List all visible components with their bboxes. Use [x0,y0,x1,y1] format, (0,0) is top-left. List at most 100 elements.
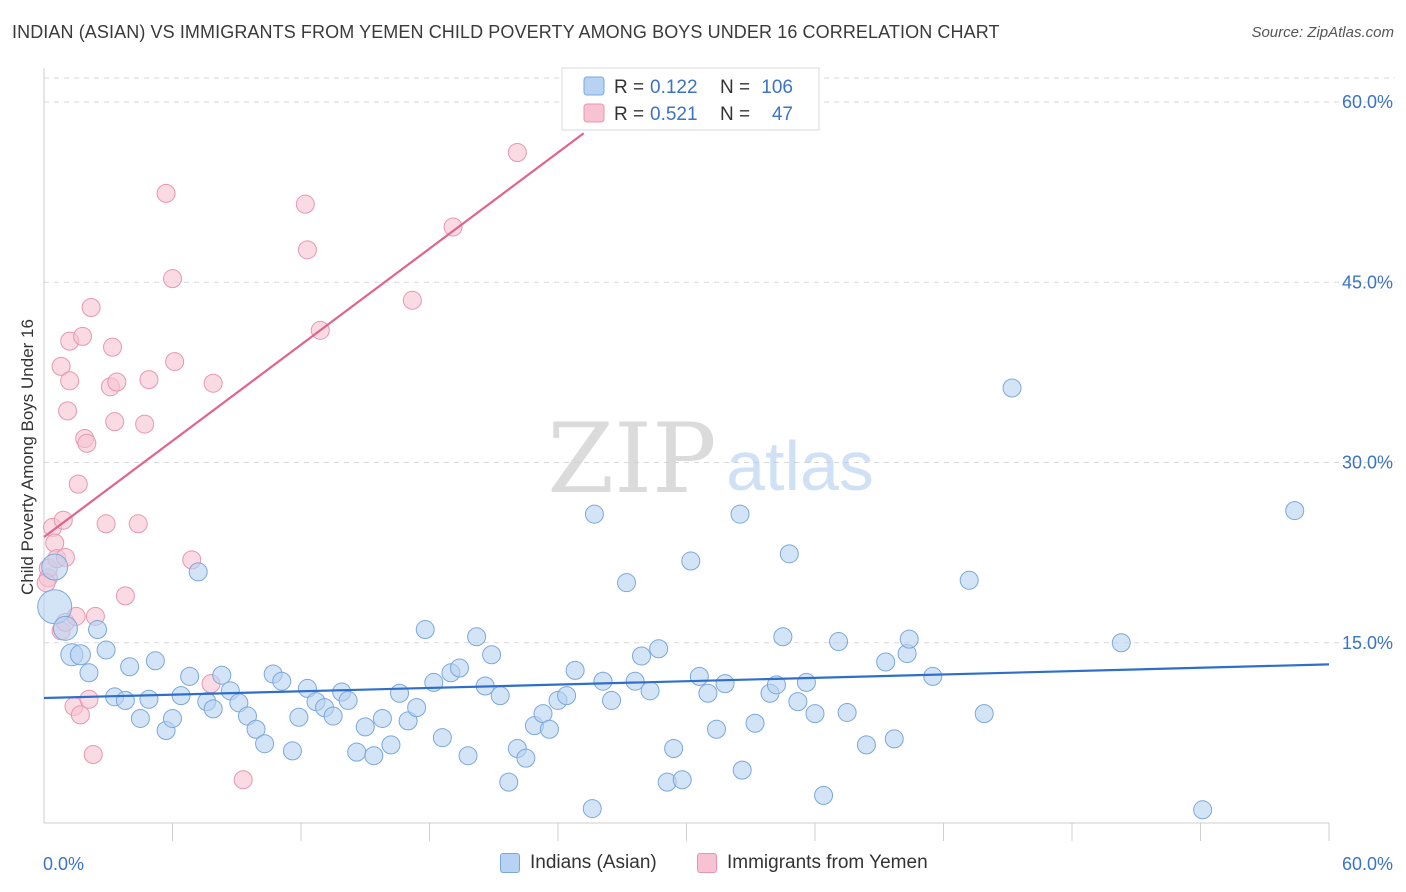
data-point-indians [923,666,943,686]
regression-line-yemen [43,132,585,538]
y-tick-label: 15.0% [1342,633,1393,653]
data-point-yemen [156,183,176,203]
regression-lines [43,132,1330,700]
data-point-yemen [83,745,103,765]
data-point-indians [145,651,165,671]
data-point-indians [706,719,726,739]
legend-r-label: R = [614,77,644,98]
data-point-indians [188,562,208,582]
data-point-yemen [128,514,148,534]
data-point-yemen [233,770,253,790]
data-point-indians [779,544,799,564]
watermark-atlas: atlas [726,427,874,505]
source-label: Source: ZipAtlas.com [1251,24,1394,41]
data-point-indians [732,760,752,780]
data-point-indians [415,620,435,640]
data-point-indians [773,627,793,647]
data-point-indians [255,734,275,754]
data-point-indians [237,706,257,726]
y-tick-label: 60.0% [1342,92,1393,112]
x-tick-label-min: 0.0% [43,854,84,874]
data-point-indians [593,671,613,691]
data-point-indians [347,742,367,762]
data-point-yemen [165,352,185,372]
data-point-indians [180,666,200,686]
data-point-indians [212,665,232,685]
data-point-indians [372,708,392,728]
data-point-indians [584,504,604,524]
data-point-indians [856,735,876,755]
axis-labels: 15.0% 30.0% 45.0% 60.0% 0.0% 60.0% Child Pover… [18,92,1393,874]
data-point-indians [814,785,834,805]
data-point-yemen [295,194,315,214]
regression-line-indians [43,663,1330,700]
legend-n-value: 106 [761,77,793,98]
legend-r-value: 0.521 [650,104,698,125]
data-point-indians [490,686,510,706]
data-point-indians [698,683,718,703]
data-point-indians [649,639,669,659]
legend-box [561,67,820,131]
data-point-indians [516,748,536,768]
data-point-yemen [402,290,422,310]
data-point-indians [355,717,375,737]
data-point-indians [681,551,701,571]
legend-swatch-pink [697,853,717,873]
data-point-yemen [81,298,101,318]
data-point-indians [664,739,684,758]
data-point-indians [640,681,660,701]
data-point-indians [805,704,825,724]
data-point-indians [796,672,816,692]
data-point-yemen [79,689,99,709]
legend-r-value: 0.122 [650,77,698,98]
data-point-indians [297,678,317,698]
data-point-yemen [77,433,97,453]
data-point-indians [163,708,182,728]
data-point-indians [96,640,116,660]
data-point-indians [617,573,637,593]
data-point-indians [52,615,78,641]
data-point-indians [689,666,709,686]
legend-item-indians: Indians (Asian) [500,852,657,874]
legend-item-yemen: Immigrants from Yemen [697,852,928,874]
data-point-yemen [73,326,93,346]
data-point-indians [323,706,343,726]
data-point-indians [139,689,159,709]
data-point-indians [482,645,502,665]
data-point-yemen [297,240,317,260]
data-point-indians [432,728,452,748]
legend-n-label: N = [720,104,750,125]
data-point-indians [203,699,223,719]
data-point-indians [338,690,358,710]
data-point-yemen [68,474,88,494]
data-point-yemen [203,373,223,393]
data-point-yemen [115,586,135,606]
data-point-indians [959,570,979,590]
data-point-indians [602,690,622,710]
data-point-indians [539,719,559,739]
data-point-indians [730,504,750,524]
chart-title: INDIAN (ASIAN) VS IMMIGRANTS FROM YEMEN … [12,22,1000,42]
watermark: ZIP atlas [547,403,874,515]
data-point-indians [766,675,786,695]
data-point-yemen [135,414,155,434]
data-point-indians [69,644,91,666]
data-point-indians [407,698,427,718]
blue-series-points [37,378,1305,820]
data-point-indians [625,671,645,691]
data-point-indians [88,620,108,640]
y-tick-label: 30.0% [1342,453,1393,473]
legend-n-value: 47 [772,104,793,125]
data-point-indians [876,652,896,672]
data-point-indians [246,719,266,739]
data-point-indians [1002,378,1022,398]
data-point-indians [120,657,140,677]
data-point-indians [1193,800,1213,820]
y-tick-label: 45.0% [1342,272,1393,292]
data-point-yemen [96,514,116,534]
data-point-yemen [163,269,182,289]
legend-top: R = 0.122 N = 106 R = 0.521 N = 47 [561,67,820,131]
legend-swatch-blue [500,853,520,873]
y-axis-title: Child Poverty Among Boys Under 16 [18,319,37,595]
